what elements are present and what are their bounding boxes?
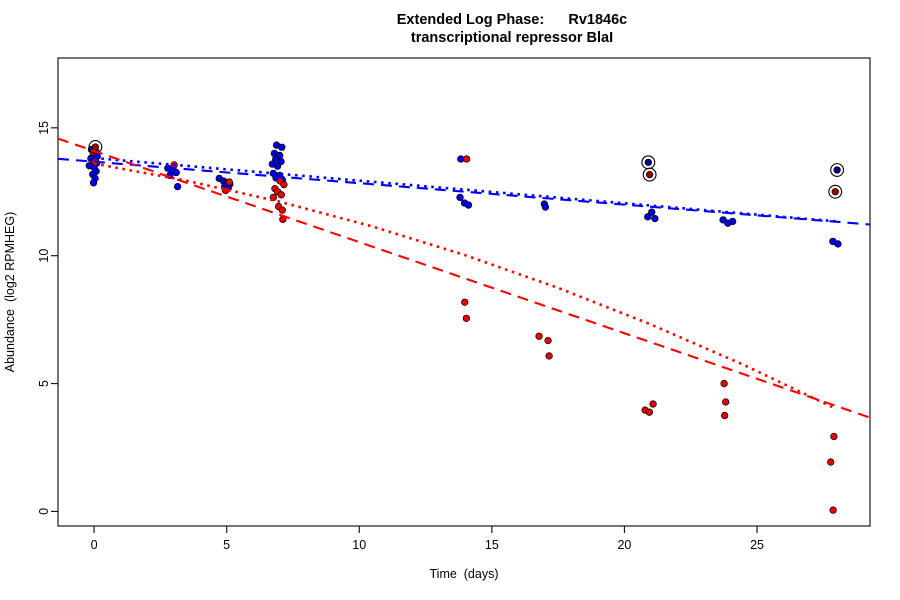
blue-point [89, 179, 98, 187]
x-axis-label: Time (days) [430, 567, 499, 581]
red-point [535, 332, 543, 340]
blue-point [464, 201, 473, 209]
red-point [544, 336, 552, 345]
red-dotted-fit [93, 162, 838, 411]
red-point [645, 408, 654, 416]
red-point [463, 155, 471, 163]
outlier-circles [88, 140, 845, 199]
circled-point [645, 170, 654, 179]
red-point [461, 298, 469, 306]
y-tick-label: 10 [37, 249, 51, 263]
blue-point [834, 240, 842, 248]
red-point [280, 180, 288, 189]
red-point [721, 411, 729, 420]
red-point [278, 206, 286, 214]
blue-point [273, 162, 282, 170]
red-point [829, 506, 837, 514]
blue-point [541, 203, 550, 211]
y-tick-label: 5 [37, 380, 51, 387]
x-tick-label: 5 [223, 538, 230, 552]
outlier-ring-icon [830, 163, 845, 177]
blue-point [644, 213, 652, 221]
trend-lines [57, 137, 871, 419]
x-tick-label: 15 [485, 538, 499, 552]
blue-point [278, 143, 286, 151]
blue-dashed-fit [57, 157, 871, 226]
y-tick-label: 15 [37, 121, 51, 135]
red-point [462, 314, 471, 322]
blue-point [172, 168, 180, 177]
plot-box [57, 57, 871, 527]
red-point [722, 398, 730, 406]
x-tick-label: 10 [352, 538, 366, 552]
blue-point [724, 219, 732, 227]
circled-point [91, 143, 100, 151]
x-tick-label: 25 [750, 538, 764, 552]
blue-dotted-fit [93, 156, 837, 223]
y-tick-label: 0 [37, 508, 51, 515]
red-point [649, 400, 657, 408]
blue-point [648, 208, 656, 216]
red-point [830, 432, 838, 441]
x-tick-label: 20 [617, 538, 631, 552]
plot-title-line1: Extended Log Phase: Rv1846c [397, 12, 627, 28]
plot-title-line2: transcriptional repressor BlaI [411, 30, 613, 46]
red-point [827, 458, 835, 466]
blue-point [456, 193, 464, 202]
axes: 0 5 10 15 20 25 0 5 10 15 [37, 57, 871, 552]
data-points [85, 141, 842, 514]
x-tick-label: 0 [91, 538, 98, 552]
circled-point [831, 188, 839, 196]
circled-point [644, 158, 652, 166]
outlier-ring-icon [828, 184, 843, 199]
outlier-ring-icon [642, 167, 657, 182]
blue-point [173, 182, 182, 191]
y-axis-label: Abundance (log2 RPMHEG) [3, 212, 17, 373]
blue-point [651, 214, 659, 223]
outlier-ring-icon [88, 140, 103, 154]
red-point [277, 191, 285, 199]
red-point [720, 379, 728, 388]
red-point [225, 178, 233, 186]
circled-point [833, 166, 841, 174]
red-point [545, 352, 553, 360]
